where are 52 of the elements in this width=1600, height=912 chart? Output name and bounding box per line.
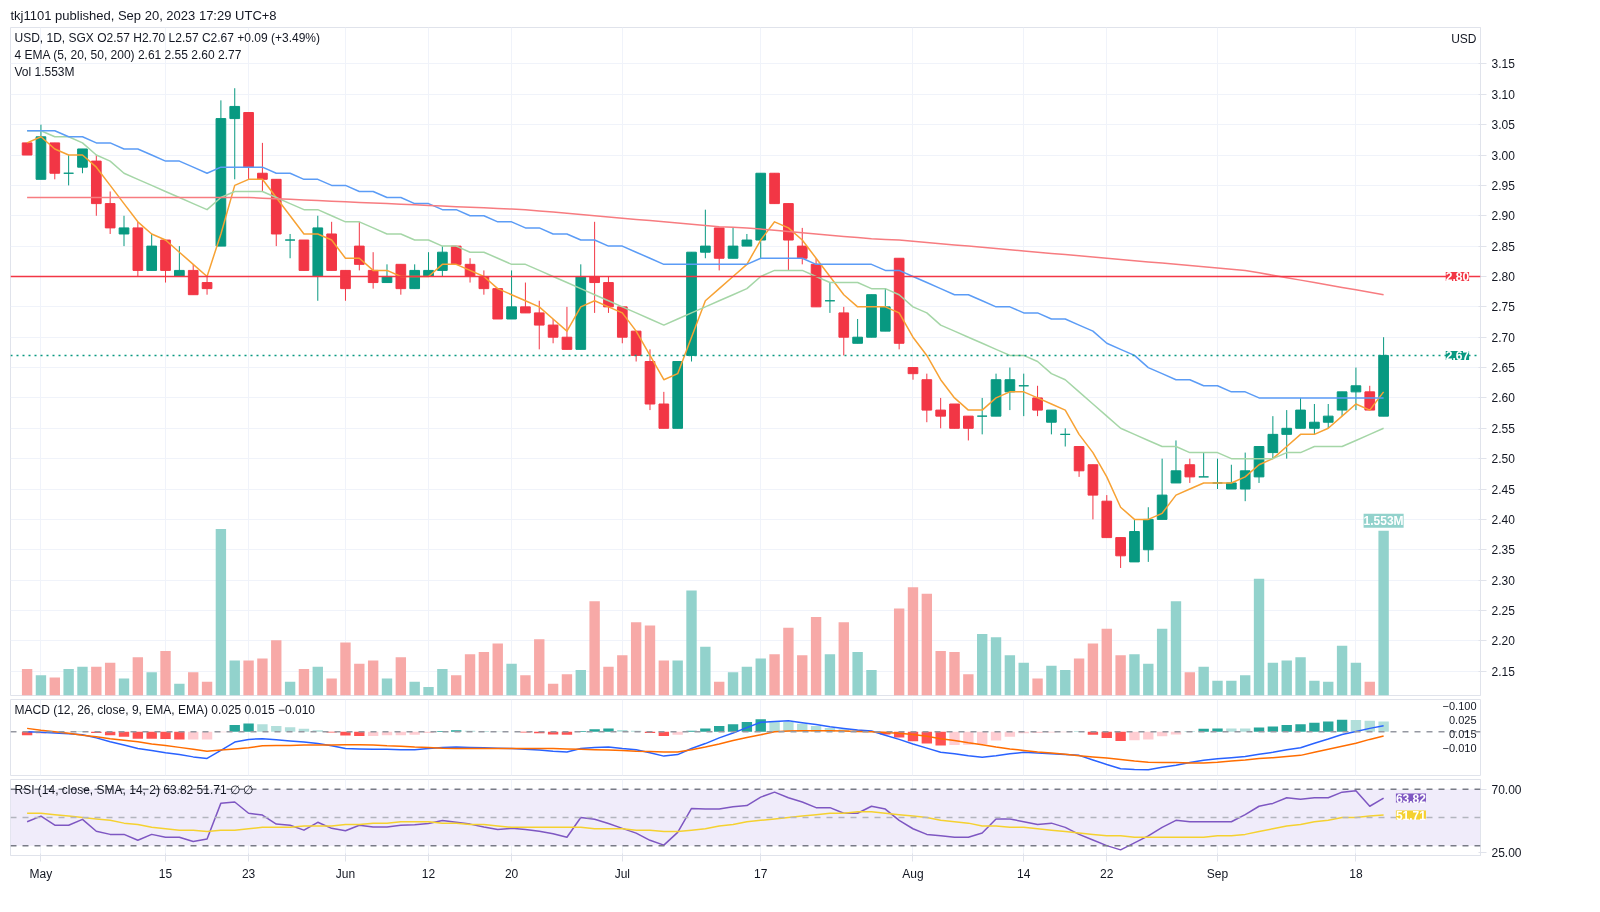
- y-tick-label: 3.05: [1491, 118, 1516, 133]
- x-tick-label: Jul: [614, 866, 630, 881]
- y-tick-label: 3.15: [1491, 57, 1516, 72]
- text: MACD (12, 26, close, 9, EMA, EMA) 0.025 0.015 −0.010: [14, 702, 316, 717]
- y-tick-label: 2.55: [1491, 421, 1516, 436]
- x-tick-label: Aug: [902, 866, 924, 881]
- data-label: 63.82: [1395, 791, 1427, 806]
- x-tick-label: 23: [241, 866, 256, 881]
- y-tick-label: 2.15: [1491, 664, 1516, 679]
- text: 0.025: [1448, 713, 1477, 726]
- x-tick-label: 17: [754, 866, 768, 881]
- annotation: Vol 1.553M: [14, 64, 75, 79]
- annotation: USD, 1D, SGX O2.57 H2.70 L2.57 C2.67 +0.09 (+3.49%): [14, 30, 321, 45]
- y-axis-title: USD: [1451, 31, 1477, 46]
- x-tick-label: May: [29, 866, 53, 881]
- text: −0.100: [1442, 699, 1477, 712]
- y-tick-label: 2.70: [1491, 330, 1516, 345]
- x-tick-label: Sep: [1206, 866, 1229, 881]
- x-tick-label: Jun: [335, 866, 356, 881]
- y-tick-label: 2.35: [1491, 543, 1516, 558]
- ref-line-label: 2.80: [1445, 269, 1470, 284]
- y-tick-label: 2.60: [1491, 391, 1516, 406]
- y-tick-label: 2.20: [1491, 634, 1516, 649]
- y-tick-label: 3.00: [1491, 148, 1516, 163]
- y-tick-label: 2.65: [1491, 361, 1516, 376]
- y-tick-label: 2.95: [1491, 178, 1516, 193]
- y-tick-label: 2.90: [1491, 209, 1516, 224]
- x-tick-label: 14: [1017, 866, 1031, 881]
- y-tick-label: 2.75: [1491, 300, 1516, 315]
- y-tick-label: 25.00: [1491, 846, 1522, 861]
- text: 0.015: [1448, 727, 1477, 740]
- x-tick-label: 20: [504, 866, 519, 881]
- y-tick-label: 2.50: [1491, 452, 1516, 467]
- y-tick-label: 2.30: [1491, 573, 1516, 588]
- annotation: RSI (14, close, SMA, 14, 2) 63.82 51.71 ∅ ∅: [14, 782, 254, 797]
- annotation: 4 EMA (5, 20, 50, 200) 2.61 2.55 2.60 2.77: [14, 47, 242, 62]
- text: −0.010: [1442, 741, 1477, 754]
- x-tick-label: 18: [1349, 866, 1363, 881]
- y-tick-label: 2.25: [1491, 603, 1516, 618]
- y-tick-label: 2.80: [1491, 269, 1516, 284]
- y-tick-label: 2.45: [1491, 482, 1516, 497]
- chart-title: tkj1101 published, Sep 20, 2023 17:29 UTC+8: [10, 7, 277, 23]
- y-tick-label: 3.10: [1491, 87, 1516, 102]
- data-label: 1.553M: [1363, 513, 1404, 528]
- x-tick-label: 22: [1100, 866, 1114, 881]
- y-tick-label: 70.00: [1491, 782, 1522, 797]
- x-tick-label: 12: [421, 866, 436, 881]
- y-tick-label: 2.40: [1491, 512, 1516, 527]
- x-tick-label: 15: [158, 866, 173, 881]
- ref-line-label: 2.67: [1445, 348, 1470, 363]
- y-tick-label: 2.85: [1491, 239, 1516, 254]
- data-label: 51.71: [1395, 808, 1427, 823]
